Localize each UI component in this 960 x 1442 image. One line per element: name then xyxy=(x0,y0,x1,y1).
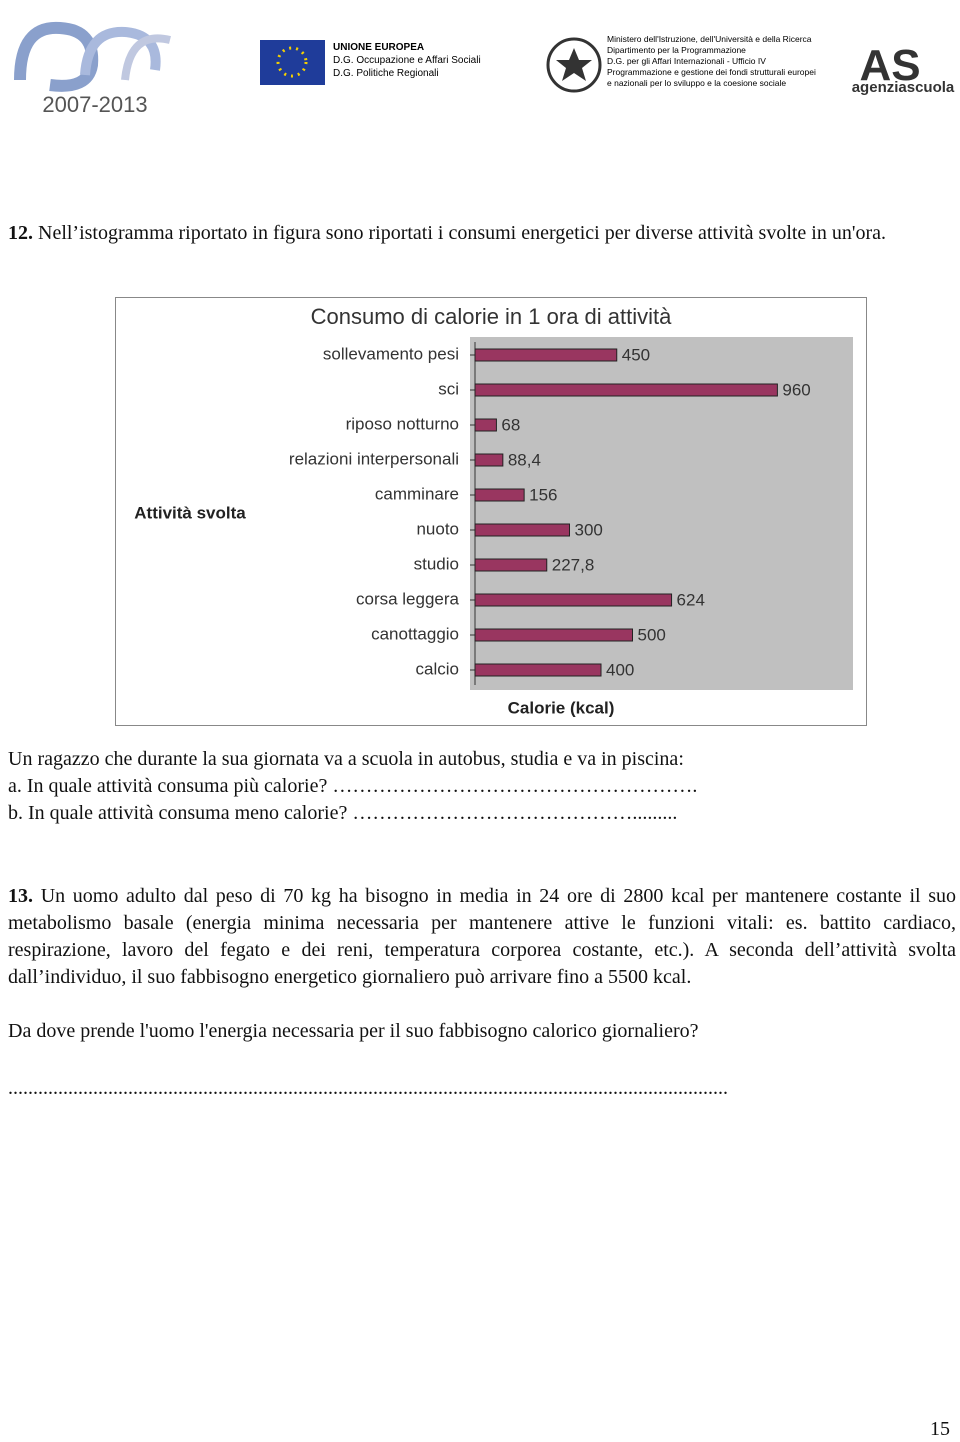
question-number: 12. xyxy=(8,222,33,244)
data-label: 156 xyxy=(529,485,557,504)
y-tick-label: riposo notturno xyxy=(346,414,459,433)
logo-text: AS xyxy=(859,41,920,90)
por-logo: 2007-2013 xyxy=(14,21,171,117)
bar xyxy=(474,628,633,642)
y-tick-label: corsa leggera xyxy=(356,589,460,608)
bar xyxy=(474,593,673,607)
question-item: b. In quale attività consuma meno calori… xyxy=(8,802,678,824)
question-13: 13. Un uomo adulto dal peso di 70 kg ha … xyxy=(8,883,956,991)
y-tick-label: sollevamento pesi xyxy=(323,344,459,363)
question-text: Da dove prende l'uomo l'energia necessar… xyxy=(8,1020,699,1042)
eu-stars xyxy=(276,46,308,78)
question-item: a. In quale attività consuma più calorie… xyxy=(8,775,698,797)
bar xyxy=(474,488,525,502)
data-label: 300 xyxy=(575,520,603,539)
bar xyxy=(474,383,778,397)
x-axis-label: Calorie (kcal) xyxy=(508,698,615,717)
data-label: 68 xyxy=(501,415,520,434)
page-number: 15 xyxy=(930,1418,950,1440)
chart: Consumo di calorie in 1 ora di attività … xyxy=(115,297,867,726)
question-12: 12. Nell’istogramma riportato in figura … xyxy=(8,220,956,247)
y-tick-label: camminare xyxy=(375,484,459,503)
data-label: 400 xyxy=(606,660,634,679)
logo-text: D.G. Politiche Regionali xyxy=(333,68,439,79)
data-label: 624 xyxy=(677,590,705,609)
y-tick-label: relazioni interpersonali xyxy=(289,449,459,468)
eu-flag xyxy=(260,40,325,85)
data-label: 227,8 xyxy=(552,555,595,574)
bar xyxy=(474,348,618,362)
y-tick-label: calcio xyxy=(416,659,459,678)
data-label: 500 xyxy=(638,625,666,644)
logo-text: Programmazione e gestione dei fondi stru… xyxy=(607,67,816,77)
chart-title: Consumo di calorie in 1 ora di attività xyxy=(311,304,672,329)
question-intro: Un ragazzo che durante la sua giornata v… xyxy=(8,748,684,770)
y-tick-label: studio xyxy=(414,554,459,573)
logo-text: D.G. per gli Affari Internazionali - Uff… xyxy=(607,56,766,66)
y-tick-label: nuoto xyxy=(416,519,459,538)
logo-text: UNIONE EUROPEA xyxy=(333,42,424,53)
question-text: Un uomo adulto dal peso di 70 kg ha biso… xyxy=(8,885,957,988)
logo-text: agenziascuola xyxy=(852,79,955,96)
data-label: 450 xyxy=(622,345,650,364)
emblem xyxy=(546,37,602,93)
logo-text: Ministero dell'Istruzione, dell'Universi… xyxy=(607,34,812,44)
data-label: 960 xyxy=(782,380,810,399)
bar xyxy=(474,418,497,432)
y-tick-label: sci xyxy=(438,379,459,398)
question-text: Nell’istogramma riportato in figura sono… xyxy=(38,222,887,244)
logo-text: Dipartimento per la Programmazione xyxy=(607,45,746,55)
data-label: 88,4 xyxy=(508,450,541,469)
bar xyxy=(474,523,570,537)
bar xyxy=(474,663,602,677)
logo-text: e nazionali per lo sviluppo e la coesion… xyxy=(607,78,786,88)
logo-text: D.G. Occupazione e Affari Sociali xyxy=(333,55,481,66)
bar xyxy=(474,453,504,467)
bar xyxy=(474,558,548,572)
header: 2007-2013 UNIONE EUROPEA D.G. Occupazion… xyxy=(14,21,955,117)
answer-line: ........................................… xyxy=(8,1077,728,1099)
y-axis-label: Attività svolta xyxy=(134,503,246,522)
emblem-star xyxy=(556,48,592,81)
y-tick-label: canottaggio xyxy=(371,624,459,643)
logo-text: 2007-2013 xyxy=(42,92,147,117)
question-number: 13. xyxy=(8,885,33,907)
